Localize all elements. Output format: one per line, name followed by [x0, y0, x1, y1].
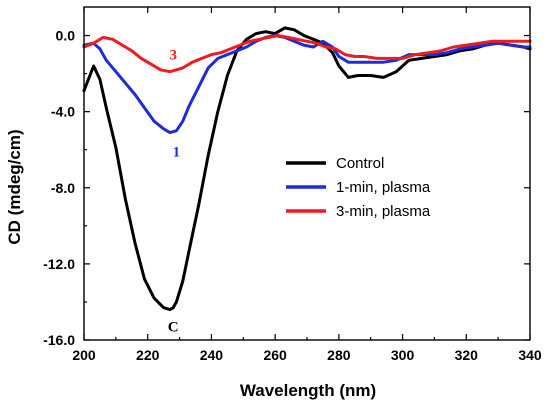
- legend-label-control: Control: [336, 155, 384, 172]
- curve-label: 3: [169, 48, 177, 64]
- x-tick-label: 340: [518, 347, 542, 363]
- series-line-3-min-plasma: [82, 34, 532, 74]
- x-tick-label: 240: [200, 347, 224, 363]
- annotations: 3 1 C: [168, 48, 180, 336]
- x-tick-label: 280: [327, 347, 351, 363]
- curve-label: 1: [173, 145, 181, 161]
- x-axis-title: Wavelength (nm): [240, 381, 376, 400]
- series-line-control: [82, 26, 532, 312]
- legend: Control 1-min, plasma 3-min, plasma: [286, 155, 431, 220]
- x-tick-label: 300: [391, 347, 415, 363]
- y-axis-title: CD (mdeg/cm): [5, 129, 24, 244]
- y-tick-label: -4.0: [51, 104, 75, 120]
- y-tick-label: -8.0: [51, 180, 75, 196]
- x-tick-label: 260: [263, 347, 287, 363]
- x-tick-label: 200: [72, 347, 96, 363]
- legend-label-1-min-plasma: 1-min, plasma: [336, 179, 431, 196]
- y-tick-label: -12.0: [43, 256, 75, 272]
- legend-label-3-min-plasma: 3-min, plasma: [336, 203, 431, 220]
- curve-label: C: [168, 320, 179, 336]
- x-tick-label: 220: [136, 347, 160, 363]
- plot-content: [82, 26, 532, 312]
- axes: 200 220 240 260 280 300 320 340 0.0 -4.0 -8.0 -12.0…: [43, 6, 542, 363]
- y-tick-label: -16.0: [43, 332, 75, 348]
- x-tick-label: 320: [455, 347, 479, 363]
- y-tick-label: 0.0: [56, 28, 76, 44]
